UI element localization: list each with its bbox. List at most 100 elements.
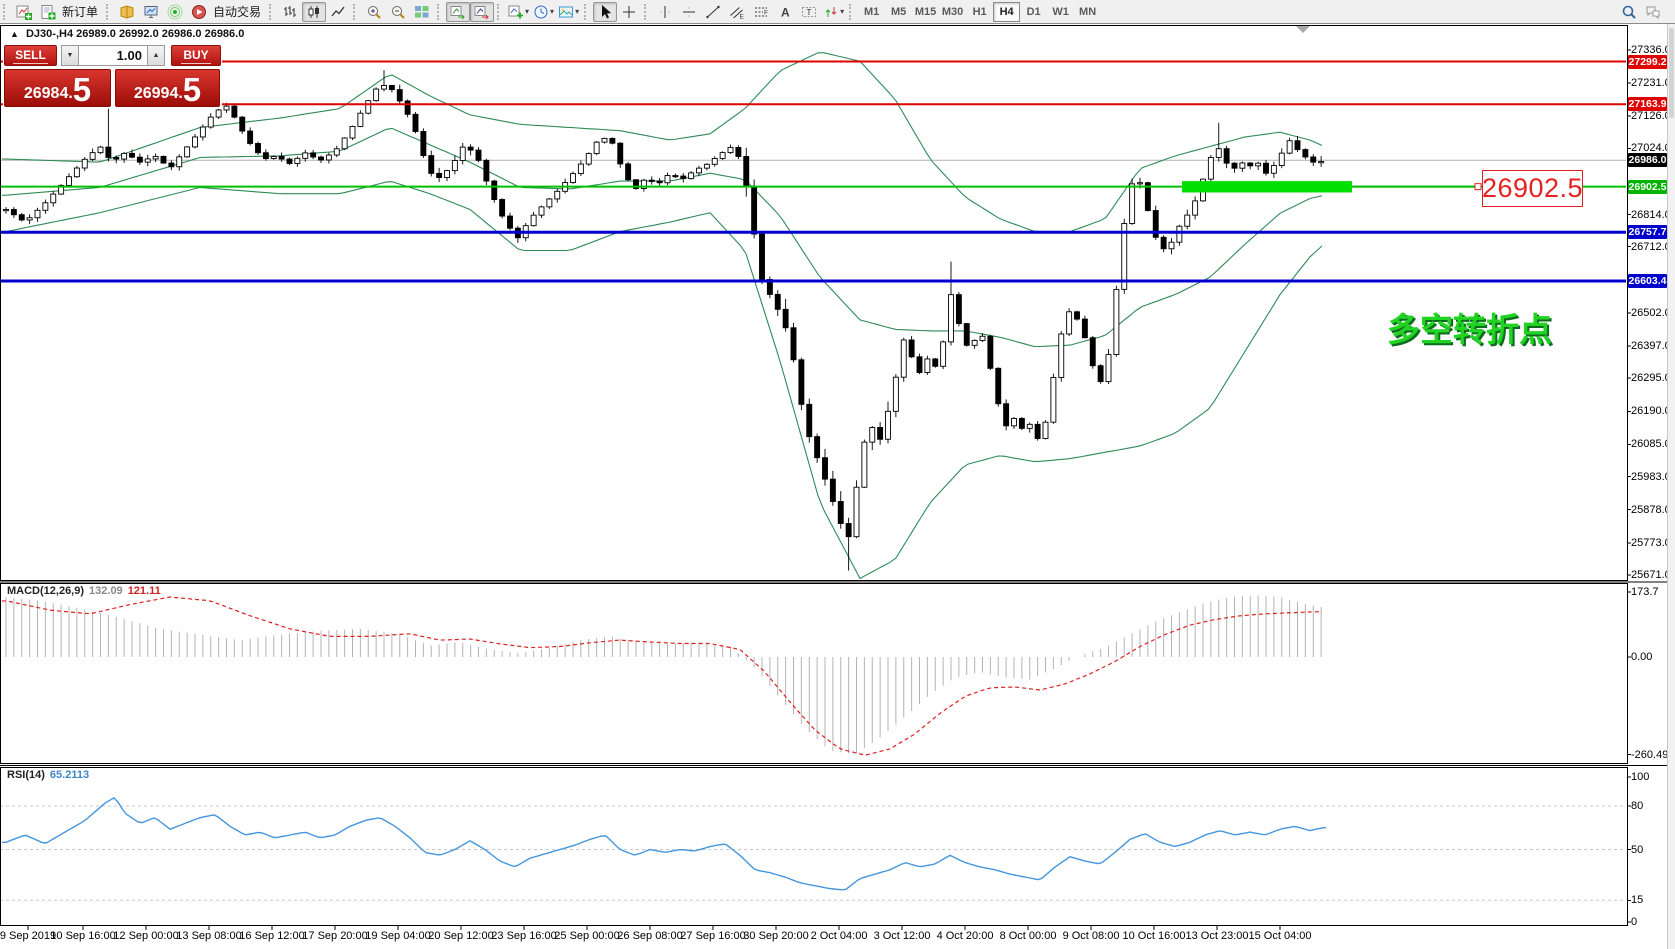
buy-price-main: 26994.: [133, 85, 183, 102]
new-chart-button[interactable]: [12, 2, 36, 22]
label-button[interactable]: T: [797, 2, 821, 22]
sell-price-button[interactable]: 26984. 5: [4, 69, 111, 107]
search-button[interactable]: [1617, 2, 1641, 22]
new-order-button-label[interactable]: 新订单: [62, 5, 99, 19]
scrollbar-thumb[interactable]: [1669, 28, 1674, 118]
vertical-scrollbar[interactable]: [1667, 24, 1675, 949]
bar-chart-button[interactable]: [278, 2, 302, 22]
auto-scroll-button[interactable]: [446, 1, 471, 22]
label-t-icon: T: [802, 6, 817, 17]
zoom-in-button[interactable]: [362, 2, 386, 22]
timeframe-d1-button[interactable]: D1: [1026, 5, 1041, 18]
vline-button[interactable]: [653, 2, 677, 22]
text-a-icon: A: [781, 5, 790, 19]
supply-zone-rect: [1182, 181, 1352, 193]
bollinger-lower: [1, 181, 1323, 579]
toolbar-grip: [584, 3, 589, 20]
callout-handle: [1474, 183, 1482, 191]
zoom-out-icon: [392, 5, 405, 19]
buy-price-button[interactable]: 26994. 5: [115, 69, 220, 107]
journal-button[interactable]: [115, 2, 139, 22]
cursor-icon: [602, 4, 612, 18]
ohlc-values: 26989.0 26992.0 26986.0 26986.0: [76, 28, 245, 40]
autotrading-button[interactable]: [187, 2, 211, 22]
collapse-panel-icon[interactable]: ▲: [10, 29, 19, 39]
main-price-panel: [1, 26, 1626, 579]
candles-icon: [308, 5, 320, 18]
zone-price-callout[interactable]: 26902.5: [1482, 170, 1583, 207]
template-icon: [559, 6, 574, 17]
volume-input[interactable]: 1.00: [78, 45, 147, 66]
chart-shift-button[interactable]: [470, 1, 495, 22]
sell-price-big-digit: 5: [72, 71, 92, 108]
volume-increase-button[interactable]: ▲: [146, 45, 165, 66]
trend-icon: [706, 5, 720, 18]
arrows-button[interactable]: ▾: [821, 2, 846, 22]
timeframe-w1-button[interactable]: W1: [1052, 5, 1069, 18]
crosshair-icon: [623, 5, 636, 18]
sell-price-main: 26984.: [23, 85, 73, 102]
fibo-icon: F: [755, 7, 768, 16]
vline-icon: [660, 5, 671, 18]
symbol-period-label: DJ30-,H4: [25, 28, 74, 40]
sell-button[interactable]: SELL: [4, 45, 57, 66]
line-chart-button[interactable]: [326, 2, 350, 22]
timeframe-m30-button[interactable]: M30: [941, 5, 964, 18]
market-watch-button[interactable]: [139, 2, 163, 22]
fibo-button[interactable]: F: [749, 2, 773, 22]
chat-button[interactable]: [1641, 2, 1665, 22]
turning-point-annotation: 多空转折点: [1387, 311, 1552, 348]
svg-text:E: E: [740, 13, 745, 20]
periods-button[interactable]: ▾: [531, 2, 556, 22]
rsi-indicator-label: RSI(14) 65.2113: [7, 769, 90, 781]
new-order-button[interactable]: [36, 2, 60, 22]
toolbar-grip: [437, 3, 442, 20]
channel-button[interactable]: E: [725, 2, 749, 22]
macd-main-value: 132.09: [89, 585, 123, 597]
shapes-icon: [825, 6, 837, 17]
zoom-out-button[interactable]: [386, 2, 410, 22]
chart-shift-marker: [1296, 26, 1310, 33]
buy-button[interactable]: BUY: [170, 45, 221, 66]
candle-chart-button[interactable]: [302, 1, 327, 22]
toolbar: 新订单 自动交易 ▾ ▾ ▾ E F A T ▾ M1 M5 M15 M30 H1 H4 D1 W1 MN: [0, 0, 1675, 24]
timeframe-m1-button[interactable]: M1: [863, 5, 880, 18]
volume-decrease-button[interactable]: ▼: [60, 45, 79, 66]
text-button[interactable]: A: [773, 2, 797, 22]
macd-signal-value: 121.11: [127, 585, 161, 597]
toolbar-grip: [353, 3, 358, 20]
shift-icon: [474, 5, 489, 19]
tiles-icon: [415, 5, 429, 17]
timeframe-m15-button[interactable]: M15: [914, 5, 937, 18]
trendline-button[interactable]: [701, 2, 725, 22]
autotrading-button-label[interactable]: 自动交易: [213, 5, 262, 19]
macd-indicator-label: MACD(12,26,9) 132.09 121.11: [7, 585, 161, 597]
indicators-button[interactable]: ▾: [506, 2, 531, 22]
tile-windows-button[interactable]: [410, 2, 434, 22]
autoscroll-icon: [450, 5, 465, 19]
timeframe-h1-button[interactable]: H1: [972, 5, 987, 18]
chart-new-icon: [16, 5, 32, 20]
toolbar-grip: [497, 3, 502, 20]
toolbar-grip: [269, 3, 274, 20]
svg-text:T: T: [807, 7, 812, 16]
one-click-trading-panel: SELL ▼ 1.00 ▲ BUY 26984. 5 26994. 5: [3, 44, 222, 108]
clock-icon: [534, 5, 548, 18]
crosshair-button[interactable]: [617, 2, 641, 22]
bollinger-upper: [1, 52, 1323, 233]
timeframe-mn-button[interactable]: MN: [1079, 5, 1097, 18]
monitor-icon: [144, 5, 158, 18]
templates-button[interactable]: ▾: [556, 2, 581, 22]
signals-button[interactable]: [163, 2, 187, 22]
timeframe-m5-button[interactable]: M5: [890, 5, 907, 18]
bars-icon: [284, 5, 297, 17]
timeframe-h4-button[interactable]: H4: [993, 1, 1021, 22]
hline-button[interactable]: [677, 2, 701, 22]
cursor-button[interactable]: [593, 1, 618, 22]
svg-text:F: F: [764, 9, 768, 16]
signal-icon: [167, 4, 183, 19]
linechart-icon: [331, 6, 345, 16]
doc-plus-icon: [41, 4, 56, 19]
toolbar-grip: [3, 3, 8, 20]
